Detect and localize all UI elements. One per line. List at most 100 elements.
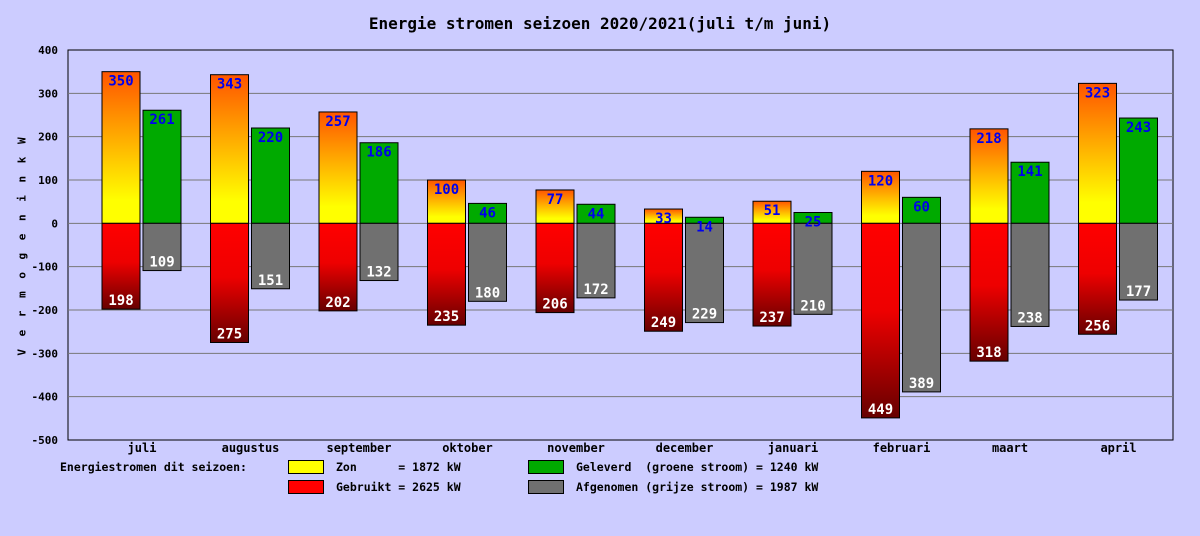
x-tick-label: januari (768, 441, 819, 455)
bar-chart: 400 300 200 100 0 -100 -200 -300 -400 -500 350 261… (32, 44, 1174, 455)
legend-swatch-zon (288, 460, 324, 474)
bar-gebruikt (861, 222, 900, 419)
data-label-gebruikt: 275 (217, 327, 242, 343)
data-label-zon: 51 (764, 203, 781, 219)
y-tick-label: 0 (51, 217, 58, 230)
y-tick-label: 400 (38, 44, 58, 57)
bar-afgenomen (685, 222, 724, 324)
legend-text-geleverd: Geleverd (groene stroom) = 1240 kW (576, 460, 819, 474)
bar-gebruikt (210, 222, 249, 343)
data-label-zon: 257 (325, 114, 350, 130)
data-label-afgenomen: 229 (692, 307, 717, 323)
bar-gebruikt (101, 222, 141, 310)
data-label-zon: 343 (217, 77, 242, 93)
data-label-geleverd: 46 (479, 205, 496, 221)
data-label-geleverd: 44 (588, 206, 605, 222)
bar-zon (427, 179, 466, 224)
data-label-afgenomen: 177 (1126, 284, 1151, 300)
data-label-gebruikt: 256 (1085, 318, 1110, 334)
bar-gebruikt (752, 222, 792, 327)
data-label-zon: 120 (868, 173, 893, 189)
legend-swatch-afgenomen (528, 480, 564, 494)
data-label-zon: 218 (976, 131, 1001, 147)
y-ticks: 400 300 200 100 0 -100 -200 -300 -400 -500 (32, 44, 59, 447)
bar-zon (1078, 82, 1117, 224)
data-label-afgenomen: 132 (366, 265, 391, 281)
data-label-geleverd: 141 (1017, 164, 1042, 180)
y-tick-label: -400 (32, 391, 59, 404)
bar-gebruikt (318, 222, 358, 312)
bar-geleverd (359, 142, 399, 224)
bar-gebruikt (1078, 222, 1117, 335)
bar-zon (101, 71, 141, 224)
data-label-geleverd: 220 (258, 130, 283, 146)
data-label-zon: 100 (434, 182, 459, 198)
legend-item-zon: Zon = 1872 kW (288, 460, 461, 516)
data-label-gebruikt: 318 (976, 345, 1001, 361)
data-label-afgenomen: 109 (149, 255, 174, 271)
data-label-zon: 350 (108, 74, 133, 90)
data-label-gebruikt: 202 (325, 295, 350, 311)
data-label-geleverd: 14 (696, 219, 713, 235)
bar-zon (210, 74, 249, 224)
bar-afgenomen (576, 222, 616, 299)
data-label-geleverd: 261 (149, 112, 174, 128)
x-tick-label: februari (873, 441, 931, 455)
legend-text-gebruikt: Gebruikt = 2625 kW (336, 480, 461, 494)
data-label-geleverd: 186 (366, 145, 391, 161)
data-label-afgenomen: 238 (1017, 310, 1042, 326)
data-label-zon: 33 (655, 211, 672, 227)
legend-text-zon: Zon = 1872 kW (336, 460, 461, 474)
x-tick-label: september (326, 441, 391, 455)
bar-geleverd (251, 127, 290, 224)
bar-afgenomen (251, 222, 290, 290)
data-label-gebruikt: 449 (868, 402, 893, 418)
bar-afgenomen (359, 222, 399, 282)
bar-afgenomen (1010, 222, 1050, 327)
y-tick-label: 200 (38, 131, 58, 144)
bar-gebruikt (427, 222, 466, 326)
bar-afgenomen (793, 222, 833, 315)
bar-zon (318, 111, 358, 224)
y-tick-label: 300 (38, 87, 58, 100)
x-tick-label: oktober (442, 441, 493, 455)
data-label-gebruikt: 206 (542, 297, 567, 313)
data-label-geleverd: 25 (805, 215, 822, 231)
data-label-geleverd: 60 (913, 199, 930, 215)
bar-afgenomen (468, 222, 507, 302)
data-label-afgenomen: 389 (909, 376, 934, 392)
data-label-afgenomen: 172 (583, 282, 608, 298)
x-ticks: juli augustus september oktober november dece… (128, 441, 1137, 455)
chart-title: Energie stromen seizoen 2020/2021(juli t… (368, 14, 832, 33)
bar-geleverd (1119, 117, 1158, 224)
x-tick-label: juli (128, 441, 157, 455)
data-label-afgenomen: 180 (475, 285, 500, 301)
data-label-zon: 323 (1085, 85, 1110, 101)
bar-geleverd (1010, 161, 1050, 224)
bar-geleverd (142, 109, 182, 224)
bar-afgenomen (1119, 222, 1158, 301)
legend-item-geleverd: Geleverd (groene stroom) = 1240 kW (528, 460, 818, 516)
bar-gebruikt (644, 222, 683, 332)
legend: Energiestromen dit seizoen: Zon = 1872 k… (60, 458, 1160, 498)
legend-swatch-gebruikt (288, 480, 324, 494)
y-tick-label: -200 (32, 304, 59, 317)
y-tick-label: -500 (32, 434, 59, 447)
y-tick-label: 100 (38, 174, 58, 187)
data-label-gebruikt: 249 (651, 315, 676, 331)
legend-swatch-geleverd (528, 460, 564, 474)
data-label-gebruikt: 237 (759, 310, 784, 326)
data-label-gebruikt: 235 (434, 309, 459, 325)
legend-caption: Energiestromen dit seizoen: (60, 460, 247, 474)
data-label-gebruikt: 198 (108, 293, 133, 309)
x-tick-label: april (1100, 441, 1136, 455)
data-label-geleverd: 243 (1126, 120, 1151, 136)
data-label-afgenomen: 151 (258, 273, 283, 289)
chart-stage: Energie stromen seizoen 2020/2021(juli t… (16, 14, 1174, 498)
legend-item-gebruikt: Gebruikt = 2625 kW (288, 480, 461, 536)
x-tick-label: november (547, 441, 605, 455)
bar-afgenomen (902, 222, 941, 393)
bar-gebruikt (535, 222, 575, 314)
x-tick-label: december (656, 441, 714, 455)
y-tick-label: -100 (32, 261, 59, 274)
